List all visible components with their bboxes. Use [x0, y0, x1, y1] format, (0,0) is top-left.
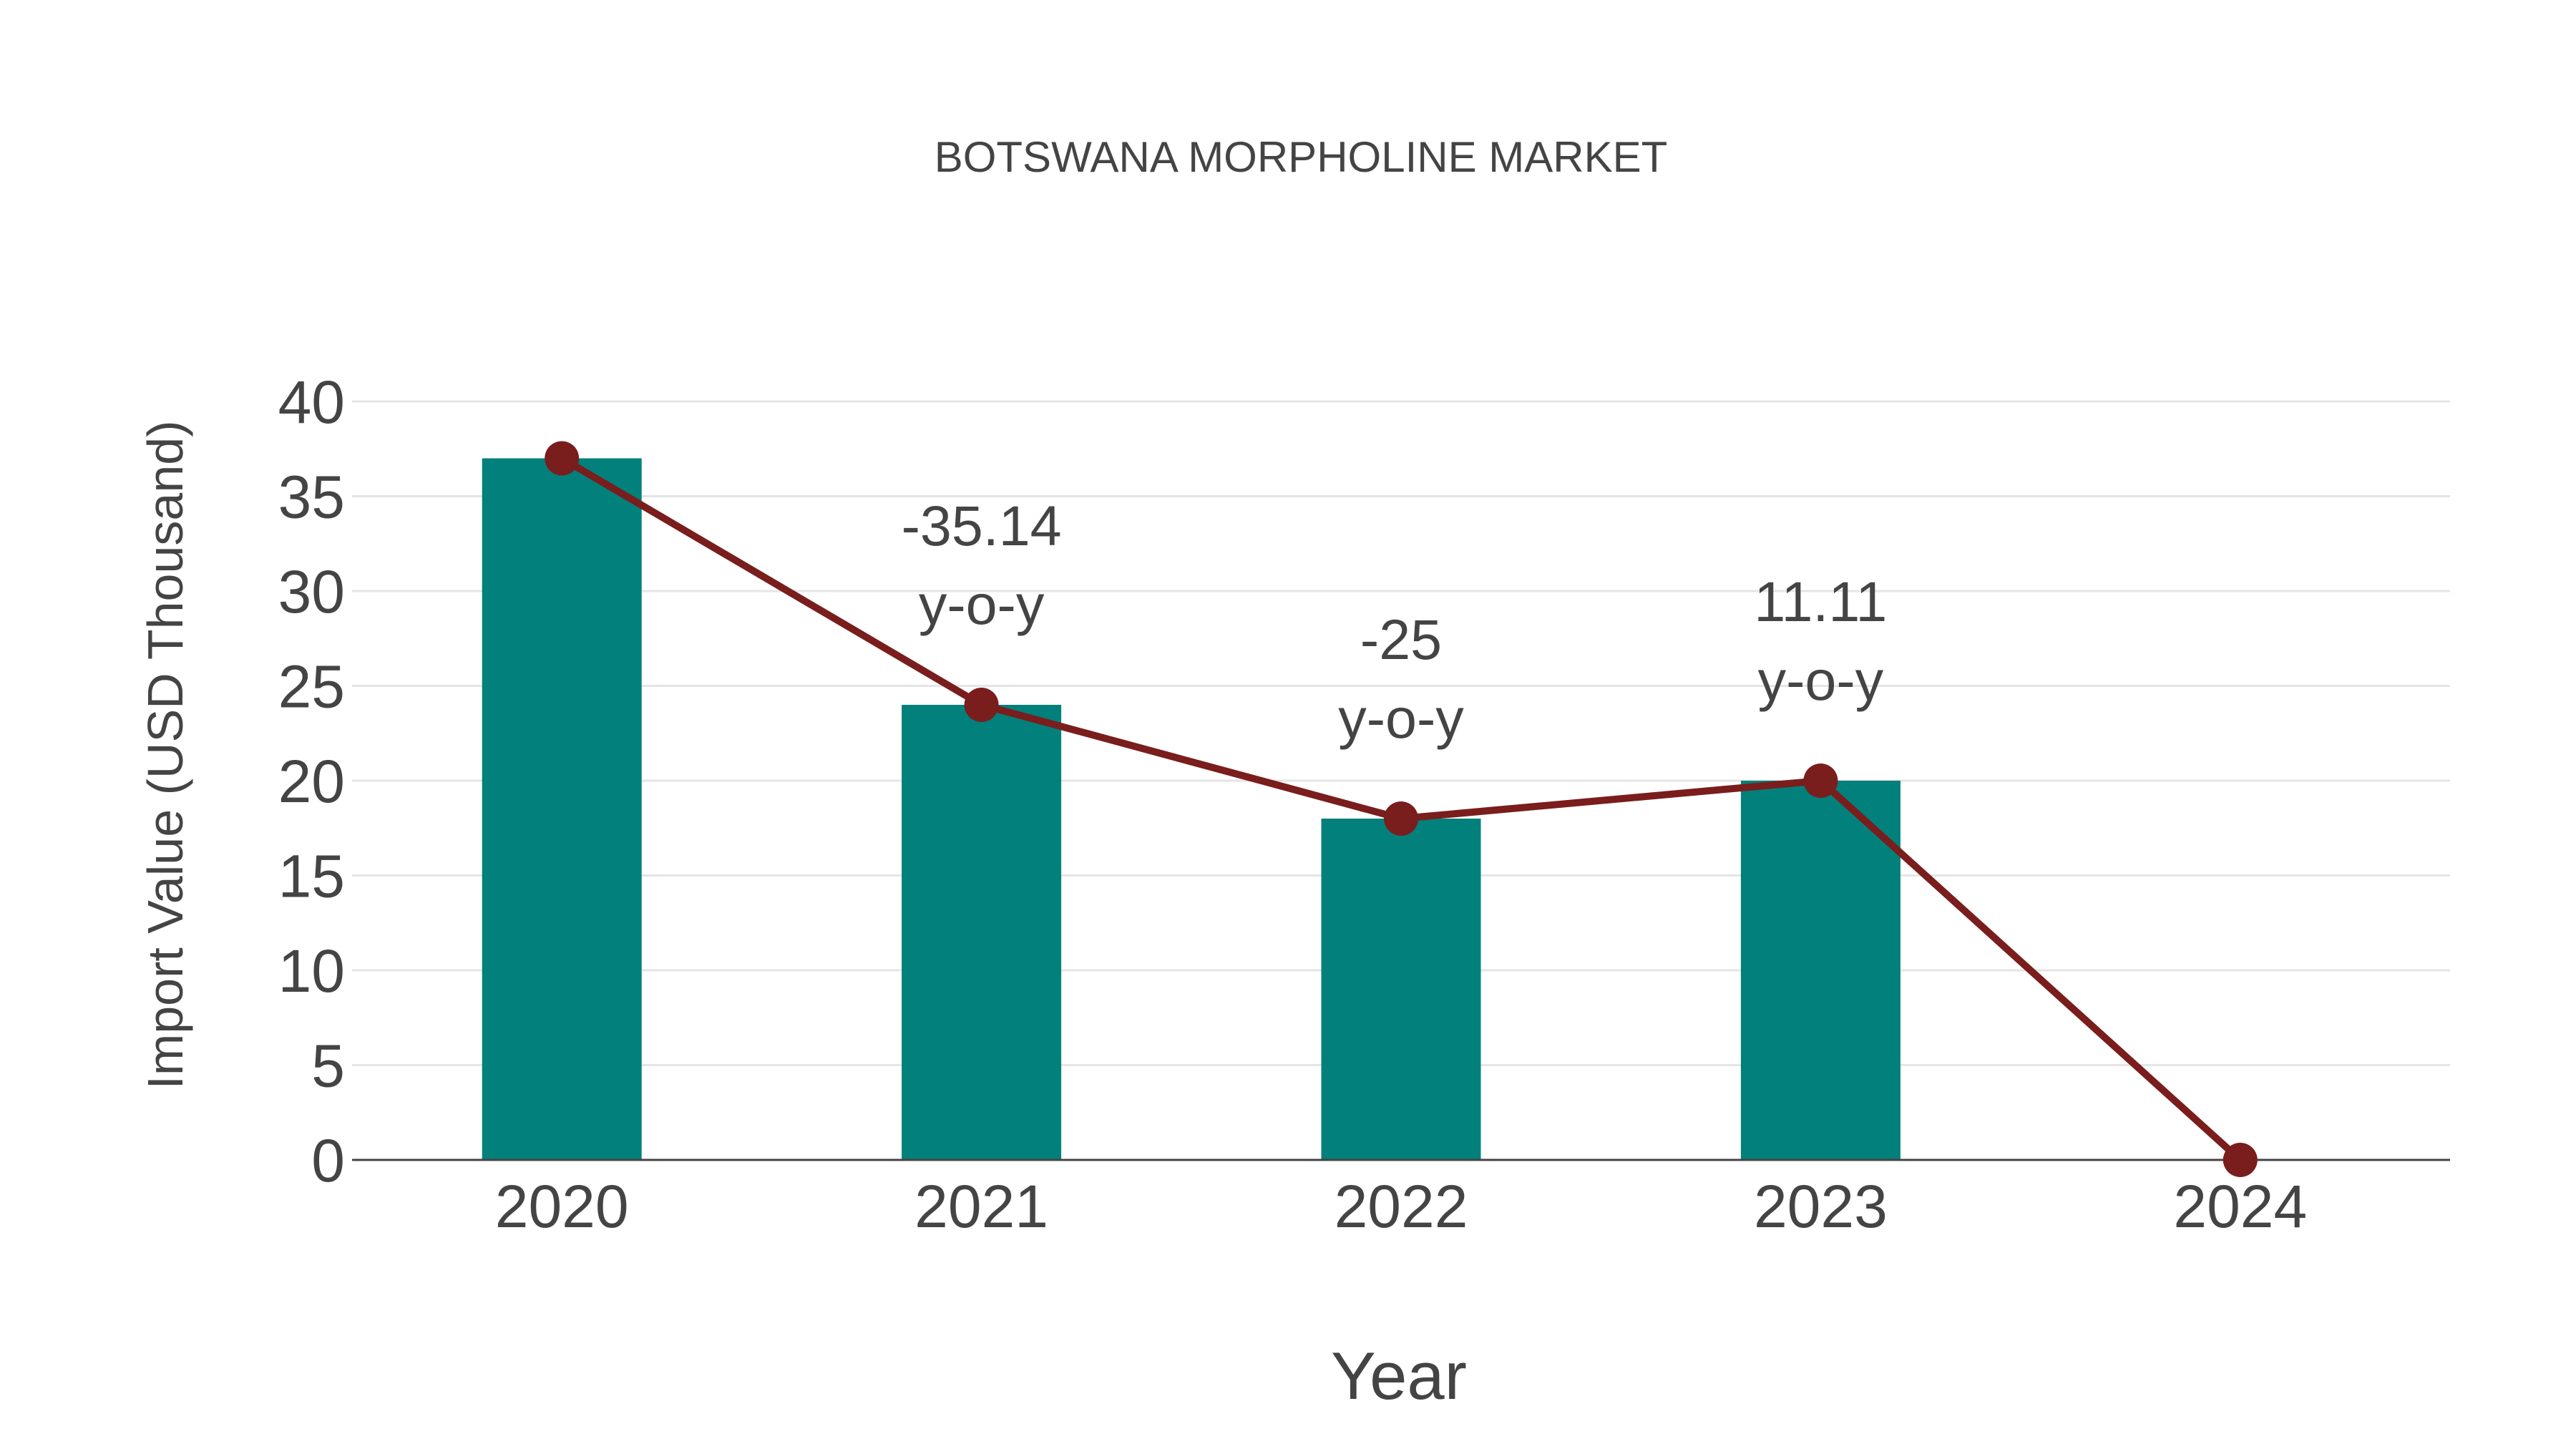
- annotation-suffix: y-o-y: [919, 572, 1045, 636]
- trend-point-2024: [2223, 1143, 2258, 1177]
- bar-2023: [1740, 781, 1901, 1160]
- y-axis-ticks: 0 5 10 15 20 25 30 35 40: [278, 369, 345, 1194]
- trend-line: [545, 441, 2258, 1177]
- annotation-suffix: y-o-y: [1758, 648, 1884, 712]
- bar-2021: [902, 705, 1062, 1160]
- annotation-suffix: y-o-y: [1338, 686, 1464, 750]
- x-tick-label: 2023: [1754, 1173, 1888, 1240]
- bar-2022: [1321, 819, 1481, 1160]
- annotations: -35.14 y-o-y -25 y-o-y 11.11 y-o-y: [902, 494, 1888, 750]
- trend-point-2020: [545, 441, 580, 476]
- x-tick-label: 2022: [1335, 1173, 1468, 1240]
- y-tick-label: 15: [278, 843, 345, 910]
- y-tick-label: 30: [278, 558, 345, 625]
- y-tick-label: 5: [311, 1033, 345, 1100]
- trend-point-2021: [964, 688, 999, 722]
- trend-point-2023: [1803, 763, 1838, 798]
- chart-title: BOTSWANA MORPHOLINE MARKET: [935, 133, 1668, 181]
- x-tick-label: 2020: [495, 1173, 629, 1240]
- annotation-value: -25: [1360, 608, 1442, 671]
- y-tick-label: 25: [278, 653, 345, 721]
- bars: [482, 458, 1901, 1160]
- annotation-value: 11.11: [1754, 570, 1887, 633]
- y-tick-label: 35: [278, 464, 345, 531]
- x-tick-label: 2021: [914, 1173, 1048, 1240]
- y-tick-label: 10: [278, 937, 345, 1005]
- y-axis-label: Import Value (USD Thousand): [137, 420, 193, 1089]
- bar-2020: [482, 458, 642, 1160]
- y-tick-label: 40: [278, 369, 345, 436]
- y-tick-label: 20: [278, 748, 345, 815]
- annotation-value: -35.14: [902, 494, 1062, 557]
- y-tick-label: 0: [311, 1127, 345, 1194]
- trend-point-2022: [1384, 801, 1418, 836]
- x-axis-label: Year: [1331, 1338, 1467, 1413]
- x-axis-ticks: 2020 2021 2022 2023 2024: [495, 1173, 2307, 1240]
- x-tick-label: 2024: [2173, 1173, 2307, 1240]
